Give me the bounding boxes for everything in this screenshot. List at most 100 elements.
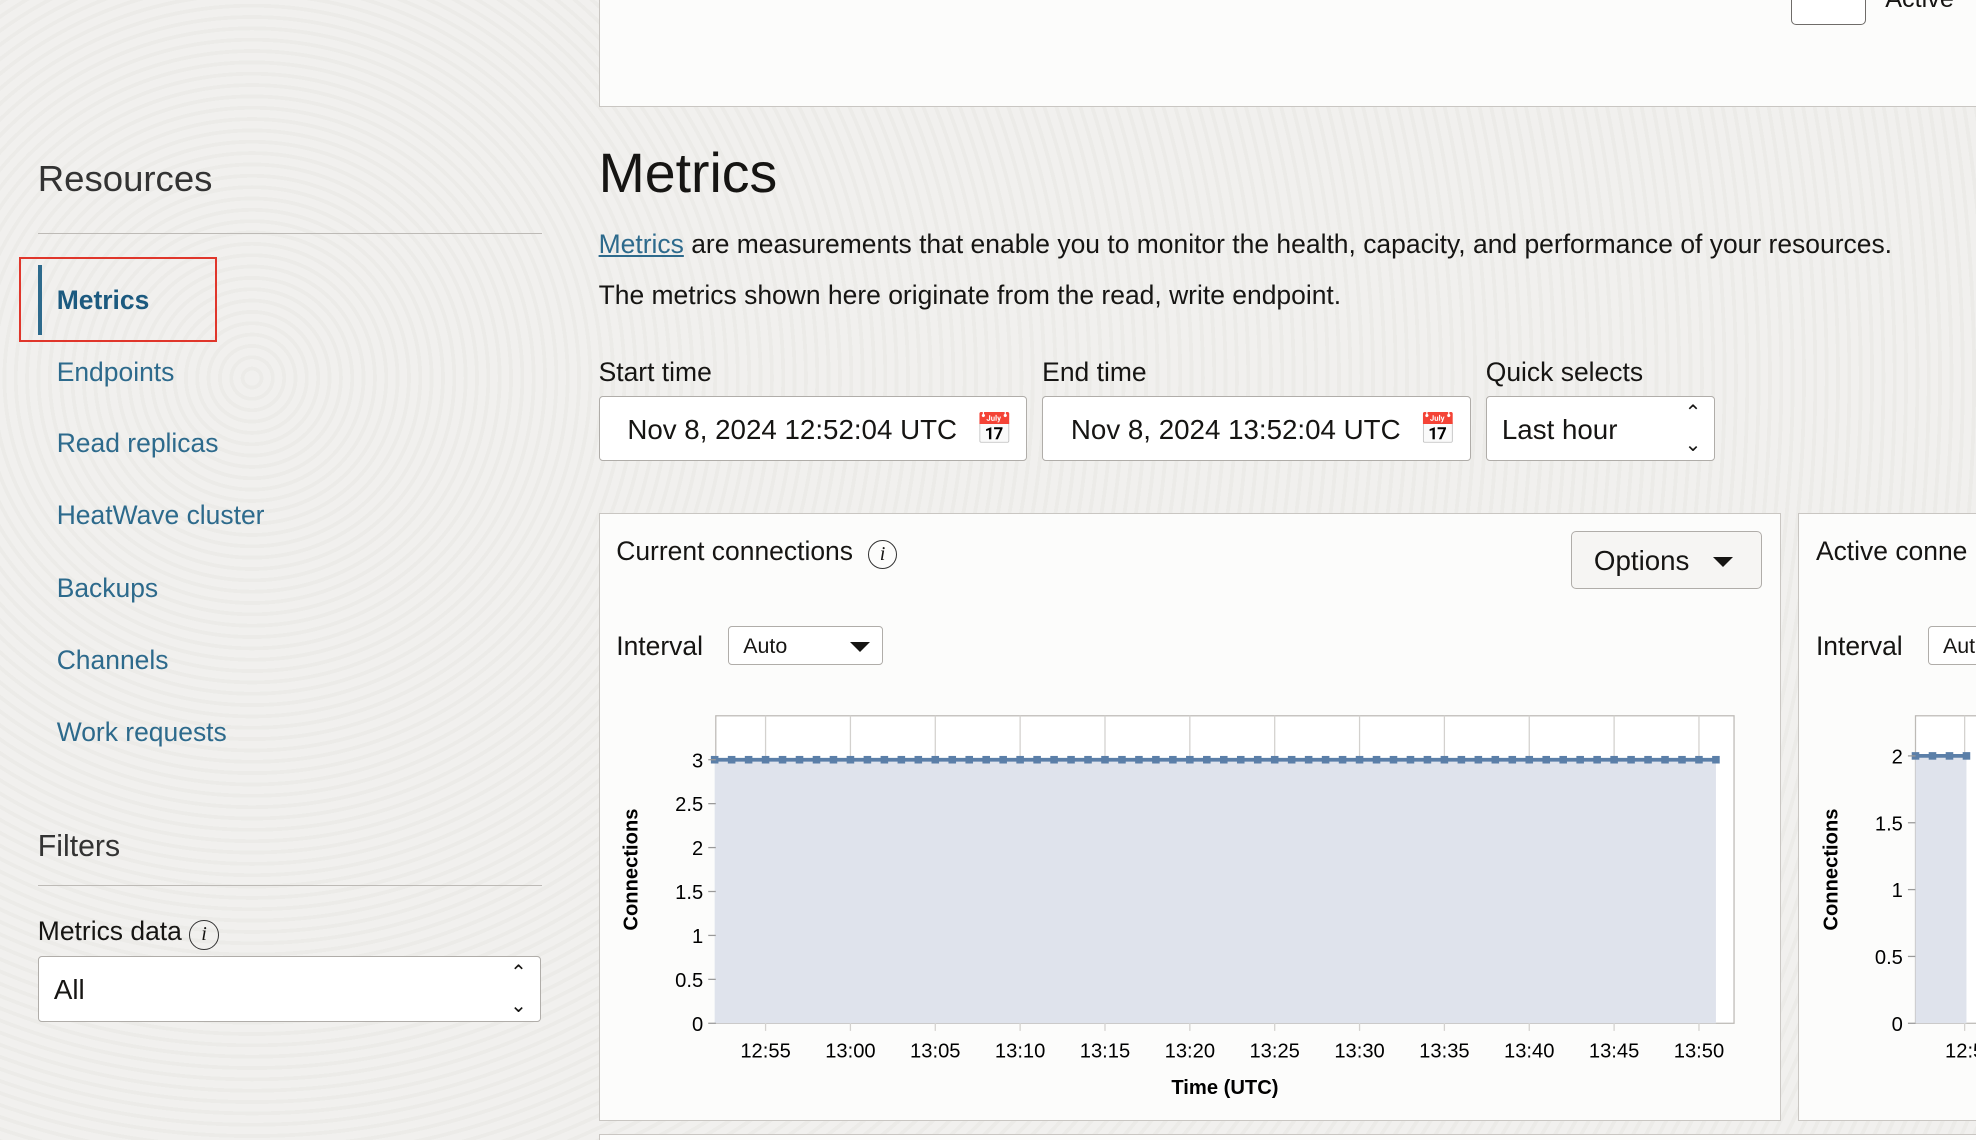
data-point bbox=[1033, 755, 1041, 764]
area-fill bbox=[714, 759, 1716, 1024]
data-point bbox=[1203, 755, 1211, 764]
x-tick-label: 13:50 bbox=[1674, 1040, 1724, 1062]
interval-select[interactable]: Auto bbox=[728, 626, 884, 666]
data-point bbox=[1050, 755, 1058, 764]
start-time-label: Start time bbox=[598, 356, 712, 387]
x-tick-label: 12:55 bbox=[740, 1040, 790, 1062]
x-tick-label: 13:25 bbox=[1249, 1040, 1299, 1062]
start-time-value: Nov 8, 2024 12:52:04 UTC bbox=[627, 413, 958, 445]
data-point bbox=[1406, 755, 1415, 764]
data-point bbox=[1661, 755, 1669, 764]
y-axis-label: Connections bbox=[621, 809, 643, 931]
area-fill bbox=[1915, 755, 1967, 1024]
options-button[interactable]: Options bbox=[1571, 530, 1762, 589]
quick-selects-select[interactable]: Last hour ⌃ ⌄ bbox=[1485, 395, 1716, 462]
data-point bbox=[1644, 755, 1652, 764]
data-point bbox=[1542, 755, 1551, 764]
data-point bbox=[1321, 755, 1330, 764]
data-point bbox=[1440, 755, 1449, 764]
sidebar-item-heatwave-cluster[interactable]: HeatWave cluster bbox=[56, 500, 265, 531]
data-point bbox=[1593, 755, 1601, 764]
y-tick-label: 0 bbox=[692, 1014, 703, 1036]
data-point bbox=[1101, 755, 1109, 764]
next-card bbox=[598, 1134, 1976, 1140]
data-point bbox=[1084, 755, 1092, 764]
x-tick-label: 13:45 bbox=[1589, 1040, 1639, 1062]
data-point bbox=[999, 755, 1007, 764]
data-point bbox=[1270, 755, 1279, 764]
data-point bbox=[1372, 755, 1381, 764]
metrics-data-label-text: Metrics data bbox=[37, 916, 182, 947]
interval-select[interactable]: Aut bbox=[1928, 626, 1976, 666]
info-icon[interactable]: i bbox=[189, 920, 219, 950]
data-point bbox=[727, 755, 736, 764]
y-axis-label: Connections bbox=[1820, 809, 1842, 931]
page-title: Metrics bbox=[598, 142, 778, 205]
data-point bbox=[1236, 755, 1245, 764]
data-point bbox=[744, 755, 753, 764]
data-point bbox=[795, 755, 804, 764]
x-tick-label: 13:00 bbox=[825, 1040, 875, 1062]
sidebar-item-channels[interactable]: Channels bbox=[56, 645, 169, 676]
x-tick-label: 13:20 bbox=[1165, 1040, 1215, 1062]
x-tick-label: 13:40 bbox=[1504, 1040, 1554, 1062]
data-point bbox=[1928, 752, 1937, 760]
data-point bbox=[1338, 755, 1347, 764]
y-tick-label: 1 bbox=[692, 926, 703, 948]
data-point bbox=[1576, 755, 1584, 764]
data-point bbox=[1152, 755, 1160, 764]
calendar-icon[interactable]: 📅 bbox=[975, 412, 1014, 446]
data-point bbox=[1945, 752, 1954, 760]
data-point bbox=[982, 755, 990, 764]
metrics-data-label: Metrics data i bbox=[38, 916, 219, 950]
highlight-box bbox=[18, 257, 217, 342]
data-point bbox=[1695, 755, 1703, 764]
card-title: Active conne bbox=[1815, 535, 1968, 566]
end-time-input[interactable]: Nov 8, 2024 13:52:04 UTC 📅 bbox=[1042, 395, 1471, 462]
metrics-link[interactable]: Metrics bbox=[598, 229, 684, 260]
calendar-icon[interactable]: 📅 bbox=[1419, 412, 1458, 446]
interval-label: Interval bbox=[1815, 631, 1903, 662]
data-point bbox=[880, 755, 889, 764]
caret-down-icon bbox=[849, 642, 870, 653]
sidebar-item-read-replicas[interactable]: Read replicas bbox=[56, 428, 219, 459]
sidebar-item-endpoints[interactable]: Endpoints bbox=[56, 356, 175, 387]
data-point bbox=[914, 755, 923, 764]
status-button[interactable] bbox=[1790, 0, 1866, 25]
data-point bbox=[965, 755, 974, 764]
sidebar-item-metrics[interactable]: Metrics bbox=[56, 284, 150, 315]
card-title: Current connections i bbox=[616, 535, 898, 570]
caret-down-icon bbox=[1712, 557, 1733, 568]
data-point bbox=[1474, 755, 1483, 764]
interval-value: Auto bbox=[743, 634, 788, 659]
data-point bbox=[897, 755, 906, 764]
info-icon[interactable]: i bbox=[867, 539, 898, 570]
data-point bbox=[1712, 755, 1720, 764]
updown-icon: ⌃ ⌄ bbox=[1684, 401, 1702, 457]
data-point bbox=[1962, 752, 1971, 760]
data-point bbox=[1220, 755, 1228, 764]
data-point bbox=[863, 755, 872, 764]
x-tick-label: 13:35 bbox=[1419, 1040, 1469, 1062]
sidebar-item-work-requests[interactable]: Work requests bbox=[56, 717, 227, 748]
end-time-label: End time bbox=[1042, 356, 1147, 387]
data-point bbox=[1355, 755, 1364, 764]
data-point bbox=[948, 755, 957, 764]
x-tick-label: 13:05 bbox=[910, 1040, 960, 1062]
y-tick-label: 2 bbox=[1892, 746, 1903, 768]
sidebar-item-backups[interactable]: Backups bbox=[56, 573, 159, 604]
data-point bbox=[1253, 755, 1262, 764]
y-tick-label: 2.5 bbox=[675, 794, 703, 816]
description: Metrics are measurements that enable you… bbox=[599, 229, 1892, 260]
details-card bbox=[598, 0, 1976, 107]
metrics-data-select[interactable]: All ⌃ ⌄ bbox=[37, 956, 541, 1022]
filters-title: Filters bbox=[37, 830, 121, 864]
divider bbox=[37, 884, 542, 886]
interval-label: Interval bbox=[616, 631, 703, 662]
card-title-text: Current connections bbox=[616, 535, 853, 566]
y-tick-label: 1.5 bbox=[1875, 813, 1903, 835]
start-time-input[interactable]: Nov 8, 2024 12:52:04 UTC 📅 bbox=[598, 395, 1028, 462]
data-point bbox=[1186, 755, 1194, 764]
data-point bbox=[846, 755, 855, 764]
quick-selects-value: Last hour bbox=[1501, 413, 1618, 445]
